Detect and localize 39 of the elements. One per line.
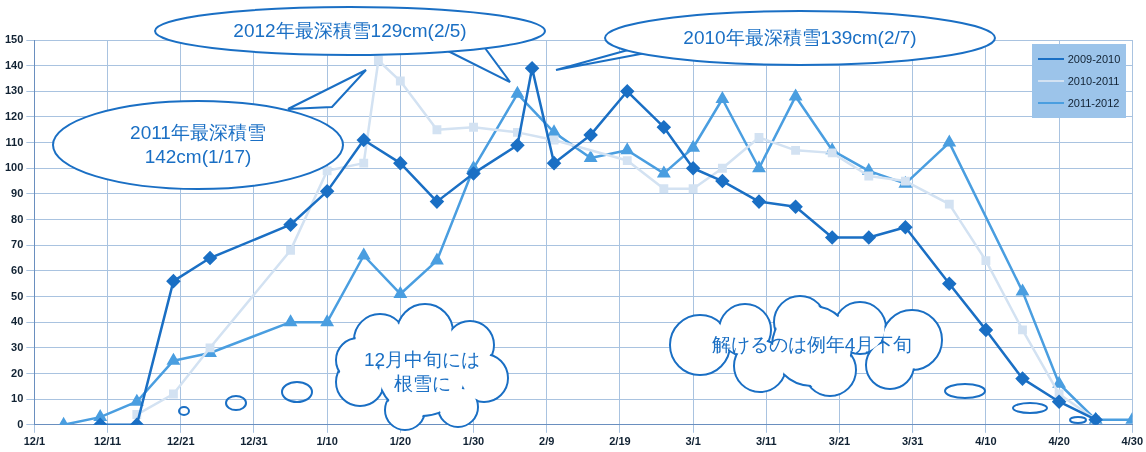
y-tick-label: 90	[11, 186, 24, 199]
y-tick-label: 120	[4, 109, 24, 122]
annotation: 2012年最深積雪129cm(2/5)	[232, 19, 468, 43]
x-tick-label: 3/1	[685, 435, 701, 448]
y-tick-label: 70	[11, 238, 24, 251]
y-tick-label: 0	[17, 417, 24, 430]
x-tick-label: 3/31	[902, 435, 924, 448]
y-tick-label: 140	[4, 58, 24, 71]
y-tick-label: 40	[11, 315, 24, 328]
x-tick-label: 1/30	[462, 435, 485, 448]
x-tick-label: 1/10	[316, 435, 338, 448]
x-tick-label: 4/30	[1121, 435, 1144, 448]
y-tick-label: 100	[4, 161, 24, 174]
x-tick-label: 12/31	[240, 435, 268, 448]
y-tick-label: 30	[11, 340, 24, 353]
legend-label: 2010-2011	[1067, 75, 1120, 87]
annotation: 2011年最深積雪142cm(1/17)	[129, 121, 267, 169]
legend-label: 2009-2010	[1067, 53, 1121, 65]
x-tick-label: 2/19	[609, 435, 631, 448]
x-tick-label: 1/20	[389, 435, 412, 448]
x-tick-label: 12/11	[94, 435, 122, 448]
y-tick-label: 150	[4, 33, 24, 46]
y-tick-label: 80	[11, 212, 24, 225]
y-tick-label: 60	[11, 263, 24, 276]
annotation: 2010年最深積雪139cm(2/7)	[682, 26, 918, 50]
x-tick-label: 3/11	[755, 435, 777, 448]
y-tick-label: 20	[11, 366, 24, 379]
annotation: 12月中旬には根雪に	[362, 348, 482, 396]
x-tick-label: 2/9	[539, 435, 555, 448]
y-tick-label: 50	[11, 289, 24, 302]
y-tick-label: 10	[11, 392, 24, 405]
legend-label: 2011-2012	[1067, 97, 1120, 109]
x-tick-label: 4/20	[1048, 435, 1070, 448]
y-tick-label: 130	[4, 84, 24, 97]
x-tick-label: 4/10	[975, 435, 997, 448]
y-tick-label: 110	[5, 135, 24, 148]
x-tick-label: 12/1	[23, 435, 46, 448]
x-tick-label: 12/21	[166, 435, 195, 448]
x-tick-label: 3/21	[828, 435, 851, 448]
